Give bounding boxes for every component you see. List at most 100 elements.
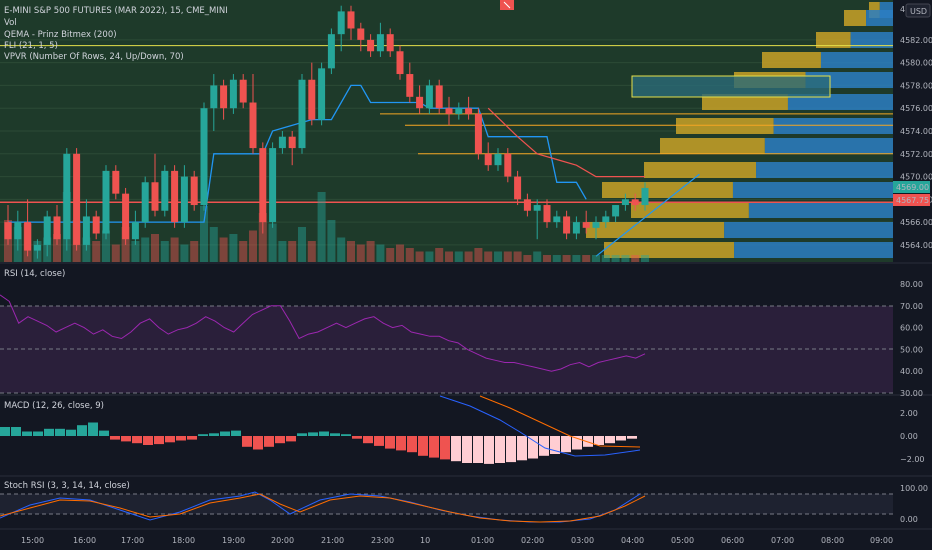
volume-bar [337,237,346,262]
macd-bar [264,436,274,447]
volume-bar [327,220,336,262]
volume-bar [288,241,297,262]
vpvr-row-down [631,202,749,218]
price-axis[interactable]: 4582.00 4580.00 4578.00 4576.00 4574.00 4572.… [900,36,932,250]
volume-bar [102,230,110,262]
rsi-tick: 50.00 [900,345,923,354]
price-tick: 4578.00 [900,81,932,90]
macd-bar [154,436,164,445]
volume-bar [219,237,228,262]
macd-bar [627,436,637,439]
candle-body [416,96,424,109]
time-tick: 06:00 [721,536,744,545]
time-tick: 19:00 [222,536,245,545]
macd-bar [440,436,450,460]
candle-body [14,222,22,240]
macd-bar [110,436,120,440]
time-tick: 21:00 [321,536,344,545]
stoch-band [0,494,893,514]
candle-body [592,222,600,228]
macd-bar [11,427,21,436]
volume-bar [249,230,257,262]
volume-bar [160,241,169,262]
qema-label: QEMA - Prinz Bitmex (200) [4,30,117,40]
rsi-tick: 70.00 [900,302,923,311]
macd-bar [99,430,109,436]
volume-bar [131,241,140,262]
qema-polyline [487,107,645,178]
stoch-d-line [0,493,646,523]
macd-tick: 2.00 [900,409,918,418]
time-tick: 08:00 [821,536,844,545]
candle-body [376,34,384,52]
time-tick: 18:00 [172,536,195,545]
candle-body [367,39,375,52]
currency-badge[interactable] [905,3,931,18]
macd-bar [605,436,615,444]
candle-body [92,216,100,234]
macd-bar [165,436,175,443]
stoch-axis: 100.00 0.00 [900,484,928,524]
volume-bar [523,255,532,262]
macd-bar [121,436,131,442]
candle-body [602,216,610,223]
candle-body [73,153,81,245]
vpvr-label: VPVR (Number Of Rows, 24, Up/Down, 70) [4,52,184,62]
macd-bar [66,429,76,436]
candle-body [631,199,639,206]
candle-body [141,182,149,223]
time-tick: 10 [420,536,430,545]
vpvr-row-down [676,118,774,134]
volume-bar [494,251,502,262]
candle-body [357,28,365,40]
candle-body [308,79,316,120]
macd-bar [594,436,604,445]
candle-body [543,205,551,223]
volume-bar [474,248,483,262]
candle-body [386,34,394,52]
fli-label: FLI (21, 1, 5) [4,41,58,51]
volume-bar [317,192,326,262]
candle-body [53,216,61,240]
volume-bar [445,251,453,262]
volume-bar [601,255,610,262]
candle-body [24,222,32,251]
time-tick: 01:00 [471,536,494,545]
macd-bar [88,422,98,436]
volume-bar [543,255,551,262]
candle-body [131,222,139,240]
time-tick: 17:00 [121,536,144,545]
vpvr-row-down [660,138,765,154]
time-axis[interactable]: 15:00 16:00 17:00 18:00 19:00 20:00 21:00 23:00… [21,536,893,545]
volume-bar [425,251,434,262]
volume-bar [415,251,424,262]
volume-bar [200,206,208,262]
volume-bar [582,255,591,262]
candle-body [33,244,41,251]
time-tick: 09:00 [870,536,893,545]
macd-bar [385,436,395,449]
candles[interactable] [4,5,649,259]
price-tick: 4582.00 [900,36,932,45]
macd-bar [561,436,571,453]
macd-bar [297,433,307,436]
volume-bar [621,255,630,262]
volume-bar [513,251,522,262]
macd-bar [176,436,186,441]
rsi-line [0,294,646,372]
vpvr-row-up [866,10,893,26]
macd-bar [253,436,263,450]
vpvr-row-up [732,182,893,198]
volume-bar [396,244,404,262]
alert-icon[interactable] [500,0,514,10]
price-tick: 4576.00 [900,104,932,113]
candle-body [621,199,629,206]
vpvr-row-down [602,182,733,198]
candle-body [269,148,277,223]
macd-bar [473,436,483,463]
macd-bar [198,434,208,436]
price-tick: 4580.00 [900,59,932,68]
macd-bar [429,436,439,458]
macd-tick: −2.00 [900,455,925,464]
